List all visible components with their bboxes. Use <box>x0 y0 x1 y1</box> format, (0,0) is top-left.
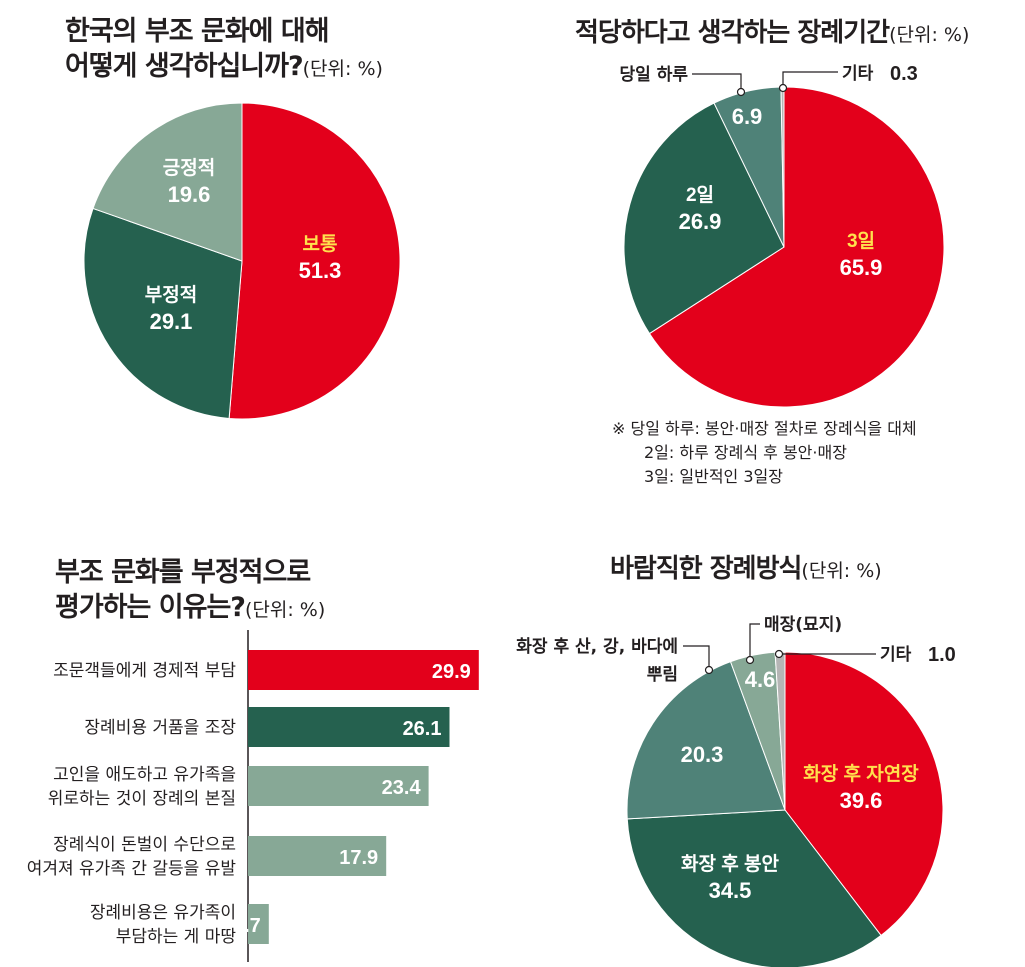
chart4-slice-label-2b: 뿌림 <box>647 665 678 685</box>
chart3-bar-3 <box>248 836 387 876</box>
chart2-slice-label-1: 2일 <box>686 184 714 206</box>
chart3-category-label-4-0: 장례비용은 유가족이 <box>90 903 236 923</box>
chart2-slice-value-3: 0.3 <box>890 63 918 85</box>
chart4-slice-value-2: 20.3 <box>681 742 724 767</box>
chart1-slice-value-2: 19.6 <box>168 182 211 207</box>
chart4-slice-label-0: 화장 후 자연장 <box>803 763 919 785</box>
chart2-slice-label-0: 3일 <box>847 230 875 252</box>
chart3-category-label-3-0: 장례식이 돈벌이 수단으로 <box>53 835 236 855</box>
chart4-slice-label-2a: 화장 후 산, 강, 바다에 <box>516 636 678 657</box>
chart4-slice-value-0: 39.6 <box>840 788 883 813</box>
chart4-unit: (단위: %) <box>801 560 882 582</box>
chart2-unit: (단위: %) <box>889 24 970 46</box>
chart3-bar-1 <box>248 707 450 747</box>
chart3-unit: (단위: %) <box>244 599 326 621</box>
chart3-bar-4 <box>248 904 269 944</box>
chart4-slice-value-3: 4.6 <box>745 667 776 692</box>
chart1-title-line1: 한국의 부조 문화에 대해 <box>65 16 330 47</box>
chart1-slice-value-0: 51.3 <box>299 258 342 283</box>
chart2-callout-dot-2 <box>736 87 746 97</box>
chart2-slice-1 <box>623 102 785 335</box>
chart4-slice-label-4: 기타 <box>880 645 912 665</box>
chart3-bar-value-2: 23.4 <box>382 777 422 799</box>
chart2-slice-0 <box>648 86 945 408</box>
chart2-slice-label-2: 당일 하루 <box>620 65 689 85</box>
chart4-callout-dot-3 <box>745 655 755 665</box>
chart2-title-text: 적당하다고 생각하는 장례기간 <box>575 18 890 48</box>
chart1-slice-0 <box>228 102 401 420</box>
chart2-slice-value-1: 26.9 <box>679 209 722 234</box>
chart3-title-line1: 부조 문화를 부정적으로 <box>55 557 311 588</box>
chart1-slice-label-1: 부정적 <box>145 284 197 306</box>
chart3-category-label-3-1: 여겨져 유가족 간 갈등을 유발 <box>27 859 237 879</box>
chart4-callout-line-2 <box>683 645 710 670</box>
chart2-callout-dot-3 <box>778 83 788 93</box>
chart3-bar-value-0: 29.9 <box>432 661 471 683</box>
chart2-notes: ※ 당일 하루: 봉안·매장 절차로 장례식을 대체 2일: 하루 장례식 후 … <box>612 417 917 489</box>
chart1-unit: (단위: %) <box>302 58 383 80</box>
chart2-note-1: ※ 당일 하루: 봉안·매장 절차로 장례식을 대체 <box>612 419 917 438</box>
chart4-callout-dot-2 <box>704 665 714 675</box>
chart1-slice-1 <box>83 207 243 420</box>
chart2-slice-label-3: 기타 <box>842 64 874 84</box>
chart4-slice-1 <box>626 809 882 967</box>
chart2-callout-line-3 <box>782 71 838 88</box>
chart1-slice-2 <box>92 102 243 262</box>
chart4-slice-label-1: 화장 후 봉안 <box>681 853 779 875</box>
chart3-bar-value-3: 17.9 <box>339 847 378 869</box>
chart4-title: 바람직한 장례방식(단위: %) <box>610 552 882 588</box>
chart4-slice-0 <box>784 651 944 937</box>
chart2-slice-value-2: 6.9 <box>732 104 763 129</box>
chart4-callout-line-3 <box>749 623 760 660</box>
chart3-category-label-2-1: 위로하는 것이 장례의 본질 <box>48 789 236 809</box>
chart4-slice-value-1: 34.5 <box>709 878 752 903</box>
chart3-category-label-4-1: 부담하는 게 마땅 <box>116 927 237 947</box>
chart3-title: 부조 문화를 부정적으로 평가하는 이유는?(단위: %) <box>55 555 325 628</box>
chart4-title-text: 바람직한 장례방식 <box>610 554 802 584</box>
chart3-category-label-1-0: 장례비용 거품을 조장 <box>84 718 236 738</box>
chart3-title-line2: 평가하는 이유는? <box>55 592 246 623</box>
chart3-bar-value-4: 2.7 <box>233 915 261 937</box>
chart4-callout-dot-4 <box>774 649 784 659</box>
chart3-category-label-2-0: 고인을 애도하고 유가족을 <box>53 765 236 785</box>
chart3-bar-value-1: 26.1 <box>403 718 442 740</box>
chart1-slice-label-2: 긍정적 <box>163 157 215 179</box>
chart1-slice-value-1: 29.1 <box>150 309 193 334</box>
chart4-slice-label-3: 매장(묘지) <box>764 615 842 635</box>
chart2-callout-line-2 <box>692 73 742 92</box>
chart3-bar-0 <box>248 650 479 690</box>
chart1-title: 한국의 부조 문화에 대해 어떻게 생각하십니까?(단위: %) <box>65 14 383 87</box>
chart1-title-line2: 어떻게 생각하십니까? <box>65 51 304 82</box>
chart2-title: 적당하다고 생각하는 장례기간(단위: %) <box>575 16 969 52</box>
chart4-slice-value-4: 1.0 <box>928 644 956 666</box>
chart3-category-label-0-0: 조문객들에게 경제적 부담 <box>53 661 236 681</box>
chart2-note-2: 2일: 하루 장례식 후 봉안·매장 <box>644 443 847 462</box>
chart1-slice-label-0: 보통 <box>303 233 338 255</box>
chart2-slice-value-0: 65.9 <box>840 255 883 280</box>
chart3-bar-2 <box>248 766 429 806</box>
chart2-note-3: 3일: 일반적인 3일장 <box>644 467 783 486</box>
